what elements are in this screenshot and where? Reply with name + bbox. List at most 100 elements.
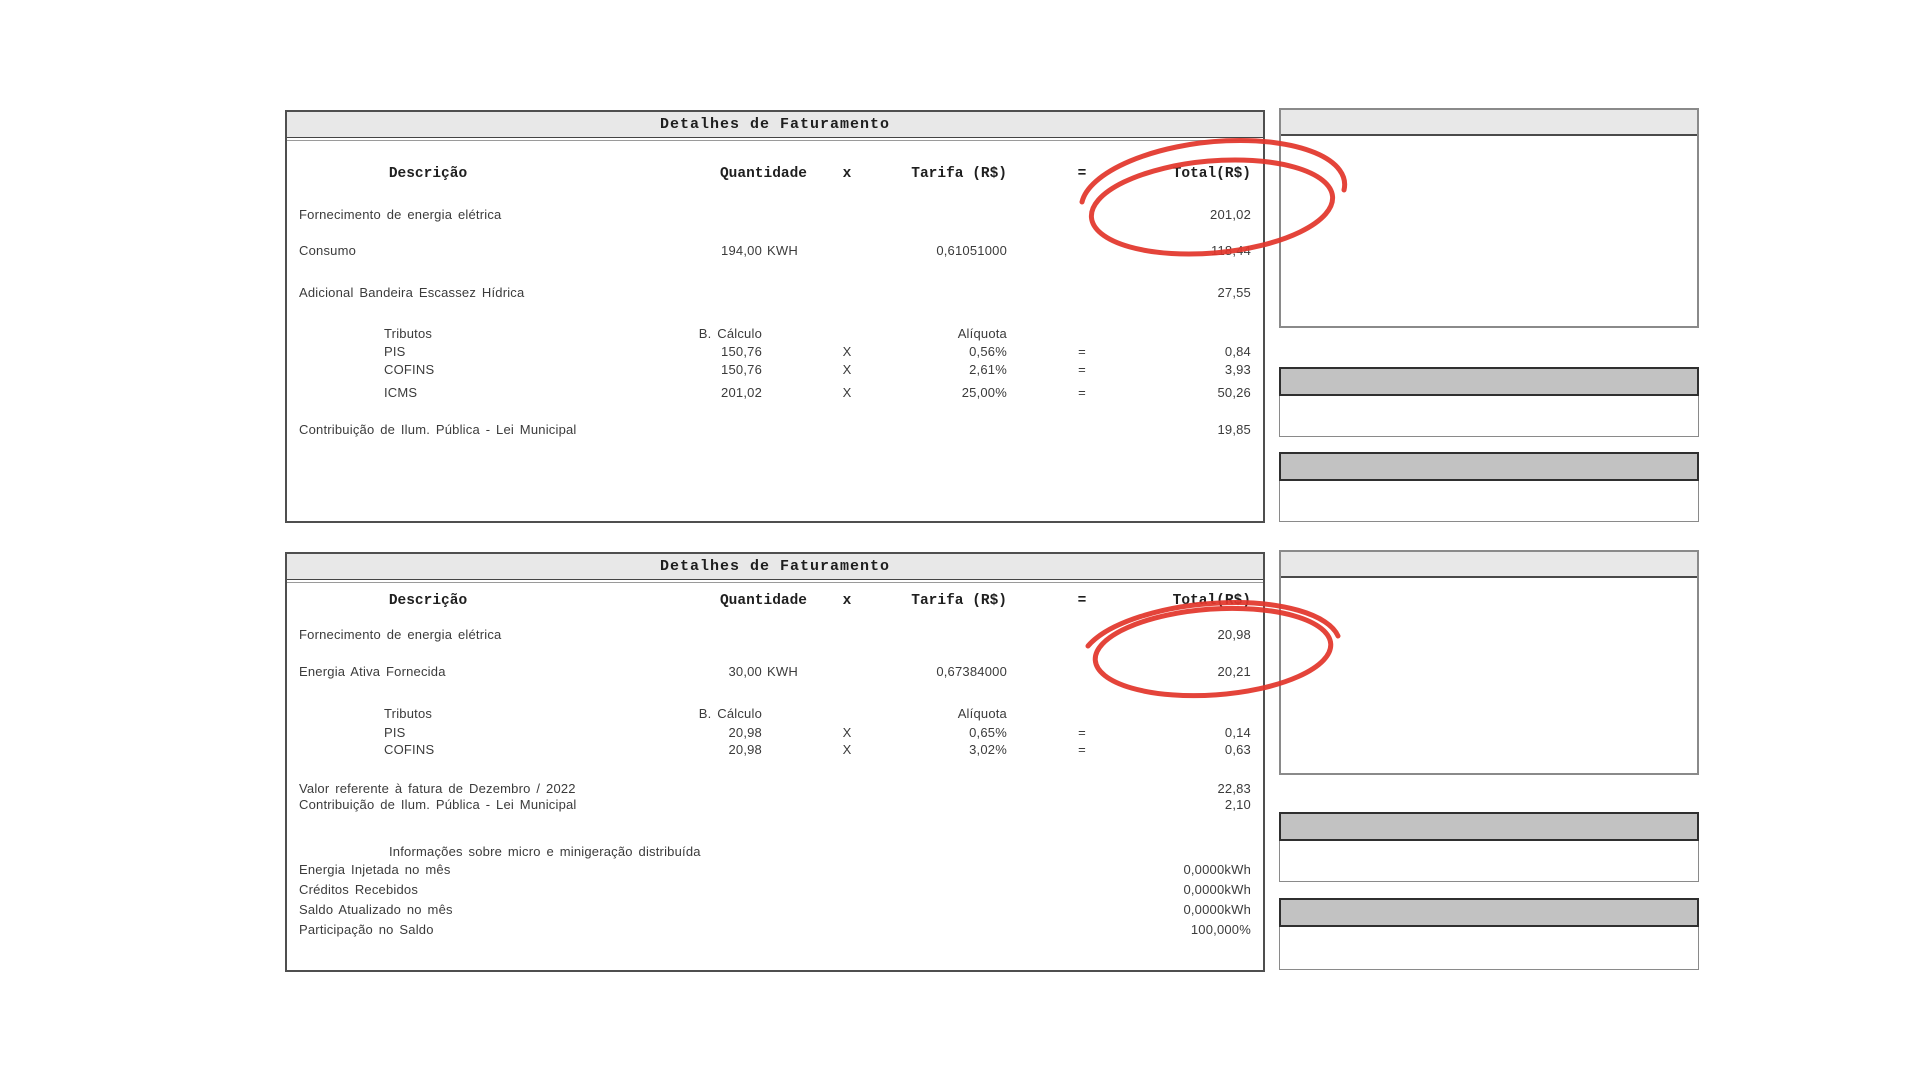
cell-tarifa: 0,61051000 xyxy=(936,243,1007,258)
cell-total: 201,02 xyxy=(1210,207,1251,222)
panel-header-bar xyxy=(1281,110,1697,136)
cell-times: X xyxy=(842,385,852,400)
cell-unit: KWH xyxy=(767,243,798,258)
cell-desc: Contribuição de Ilum. Pública - Lei Muni… xyxy=(299,422,577,437)
cell-desc: PIS xyxy=(384,725,406,740)
cell-value: 0,0000kWh xyxy=(1183,862,1251,877)
cell-aliquota: 25,00% xyxy=(961,385,1007,400)
blank-info-panel xyxy=(1279,108,1699,328)
cell-desc: Valor referente à fatura de Dezembro / 2… xyxy=(299,781,576,796)
row-tributos-header: Tributos B. Cálculo Alíquota xyxy=(287,326,1263,342)
row-micro-header: Informações sobre micro e minigeração di… xyxy=(287,844,1263,860)
cell-base: 150,76 xyxy=(721,362,762,377)
cell-total: 20,21 xyxy=(1217,664,1251,679)
cell-desc: Energia Ativa Fornecida xyxy=(299,664,446,679)
row-cofins: COFINS 20,98 X 3,02% = 0,63 xyxy=(287,742,1263,758)
redacted-panel xyxy=(1279,367,1699,437)
cell-desc: PIS xyxy=(384,344,406,359)
cell-desc: Fornecimento de energia elétrica xyxy=(299,207,502,222)
table-title: Detalhes de Faturamento xyxy=(287,554,1263,580)
col-total: Total(R$) xyxy=(1172,166,1251,182)
panel-header-bar xyxy=(1281,552,1697,578)
cell-total: 50,26 xyxy=(1217,385,1251,400)
cell-desc: Consumo xyxy=(299,243,357,258)
col-x: x xyxy=(842,593,852,609)
row-fornecimento: Fornecimento de energia elétrica 201,02 xyxy=(287,207,1263,223)
row-contribuicao-ilum: Contribuição de Ilum. Pública - Lei Muni… xyxy=(287,797,1263,813)
cell-times: X xyxy=(842,742,852,757)
cell-equals: = xyxy=(1078,344,1086,359)
row-energia-injetada: Energia Injetada no mês 0,0000kWh xyxy=(287,862,1263,878)
col-quantidade: Quantidade xyxy=(719,166,807,182)
col-equals: = xyxy=(1077,166,1087,182)
cell-tributos-label: Tributos xyxy=(384,706,433,721)
row-consumo: Consumo 194,00 KWH 0,61051000 118,44 xyxy=(287,243,1263,259)
cell-aliquota: 0,65% xyxy=(969,725,1007,740)
cell-aliquota: 0,56% xyxy=(969,344,1007,359)
row-valor-fatura: Valor referente à fatura de Dezembro / 2… xyxy=(287,781,1263,797)
cell-times: X xyxy=(842,725,852,740)
micro-generation-header: Informações sobre micro e minigeração di… xyxy=(389,844,701,859)
billing-table-1: Detalhes de Faturamento Descrição Quanti… xyxy=(285,110,1265,523)
cell-aliquota-label: Alíquota xyxy=(957,326,1007,341)
redacted-panel xyxy=(1279,898,1699,970)
cell-tarifa: 0,67384000 xyxy=(936,664,1007,679)
cell-desc: Fornecimento de energia elétrica xyxy=(299,627,502,642)
row-icms: ICMS 201,02 X 25,00% = 50,26 xyxy=(287,385,1263,401)
cell-aliquota: 2,61% xyxy=(969,362,1007,377)
cell-desc: Adicional Bandeira Escassez Hídrica xyxy=(299,285,525,300)
row-pis: PIS 150,76 X 0,56% = 0,84 xyxy=(287,344,1263,360)
panel-header-bar xyxy=(1279,367,1699,396)
cell-aliquota: 3,02% xyxy=(969,742,1007,757)
column-header-row: Descrição Quantidade x Tarifa (R$) = Tot… xyxy=(287,165,1263,183)
cell-total: 3,93 xyxy=(1224,362,1251,377)
cell-base: 150,76 xyxy=(721,344,762,359)
billing-table-2: Detalhes de Faturamento Descrição Quanti… xyxy=(285,552,1265,972)
cell-total: 27,55 xyxy=(1217,285,1251,300)
row-participacao-saldo: Participação no Saldo 100,000% xyxy=(287,922,1263,938)
cell-quantity: 30,00 xyxy=(728,664,762,679)
cell-total: 19,85 xyxy=(1217,422,1251,437)
col-tarifa: Tarifa (R$) xyxy=(911,166,1007,182)
panel-header-bar xyxy=(1279,812,1699,841)
column-header-row: Descrição Quantidade x Tarifa (R$) = Tot… xyxy=(287,592,1263,610)
cell-value: 0,0000kWh xyxy=(1183,902,1251,917)
cell-equals: = xyxy=(1078,362,1086,377)
col-descricao: Descrição xyxy=(388,166,468,182)
cell-total: 0,63 xyxy=(1224,742,1251,757)
redacted-panel xyxy=(1279,452,1699,522)
cell-label: Participação no Saldo xyxy=(299,922,434,937)
col-x: x xyxy=(842,166,852,182)
cell-total: 0,84 xyxy=(1224,344,1251,359)
col-quantidade: Quantidade xyxy=(719,593,807,609)
cell-equals: = xyxy=(1078,742,1086,757)
cell-desc: ICMS xyxy=(384,385,418,400)
cell-times: X xyxy=(842,344,852,359)
panel-header-bar xyxy=(1279,452,1699,481)
row-energia-ativa: Energia Ativa Fornecida 30,00 KWH 0,6738… xyxy=(287,664,1263,680)
panel-header-bar xyxy=(1279,898,1699,927)
row-fornecimento: Fornecimento de energia elétrica 20,98 xyxy=(287,627,1263,643)
cell-aliquota-label: Alíquota xyxy=(957,706,1007,721)
cell-total: 20,98 xyxy=(1217,627,1251,642)
cell-unit: KWH xyxy=(767,664,798,679)
cell-times: X xyxy=(842,362,852,377)
cell-base-calculo-label: B. Cálculo xyxy=(698,706,762,721)
cell-label: Créditos Recebidos xyxy=(299,882,419,897)
cell-quantity: 194,00 xyxy=(721,243,762,258)
row-saldo-atualizado: Saldo Atualizado no mês 0,0000kWh xyxy=(287,902,1263,918)
redacted-panel xyxy=(1279,812,1699,882)
col-total: Total(R$) xyxy=(1172,593,1251,609)
col-equals: = xyxy=(1077,593,1087,609)
cell-base: 20,98 xyxy=(728,725,762,740)
row-tributos-header: Tributos B. Cálculo Alíquota xyxy=(287,706,1263,722)
cell-tributos-label: Tributos xyxy=(384,326,433,341)
cell-value: 100,000% xyxy=(1190,922,1251,937)
cell-base-calculo-label: B. Cálculo xyxy=(698,326,762,341)
cell-desc: Contribuição de Ilum. Pública - Lei Muni… xyxy=(299,797,577,812)
row-adicional-bandeira: Adicional Bandeira Escassez Hídrica 27,5… xyxy=(287,285,1263,301)
cell-total: 0,14 xyxy=(1224,725,1251,740)
row-pis: PIS 20,98 X 0,65% = 0,14 xyxy=(287,725,1263,741)
col-tarifa: Tarifa (R$) xyxy=(911,593,1007,609)
col-descricao: Descrição xyxy=(388,593,468,609)
